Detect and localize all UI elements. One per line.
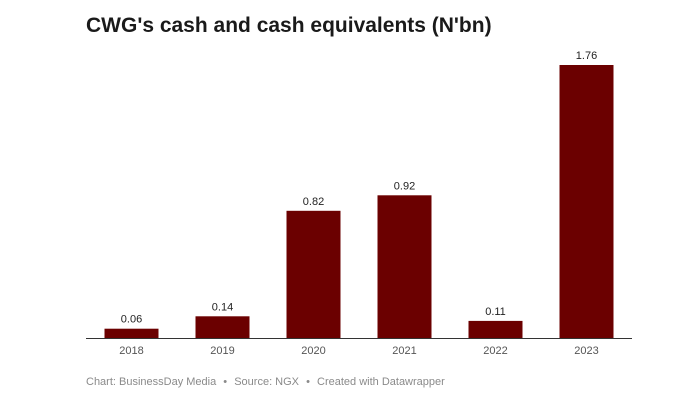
data-label-2022: 0.11 <box>485 306 506 318</box>
bar-2023 <box>559 65 614 338</box>
bar-2022 <box>468 320 523 338</box>
data-label-2019: 0.14 <box>212 301 233 313</box>
x-tick-label-2022: 2022 <box>483 345 507 357</box>
data-label-2018: 0.06 <box>121 314 142 326</box>
footer-credit: Chart: BusinessDay Media <box>86 376 217 388</box>
data-label-2023: 1.76 <box>576 50 597 62</box>
footer-separator: • <box>306 376 310 388</box>
bar-2019 <box>195 316 250 338</box>
x-tick-label-2018: 2018 <box>119 345 143 357</box>
chart-title: CWG's cash and cash equivalents (N'bn) <box>86 14 492 37</box>
data-label-2020: 0.82 <box>303 196 324 208</box>
bar-2021 <box>377 195 432 338</box>
footer-created-with: Created with Datawrapper <box>317 376 445 388</box>
footer-source: Source: NGX <box>234 376 300 388</box>
bar-2018 <box>104 328 159 338</box>
bar-2020 <box>286 210 341 338</box>
footer-separator: • <box>223 376 228 388</box>
x-tick-label-2020: 2020 <box>301 345 325 357</box>
chart-footer: Chart: BusinessDay Media • Source: NGX •… <box>86 376 445 388</box>
x-tick-label-2023: 2023 <box>574 345 598 357</box>
x-tick-label-2021: 2021 <box>392 345 416 357</box>
data-label-2021: 0.92 <box>394 180 415 192</box>
x-tick-label-2019: 2019 <box>210 345 234 357</box>
